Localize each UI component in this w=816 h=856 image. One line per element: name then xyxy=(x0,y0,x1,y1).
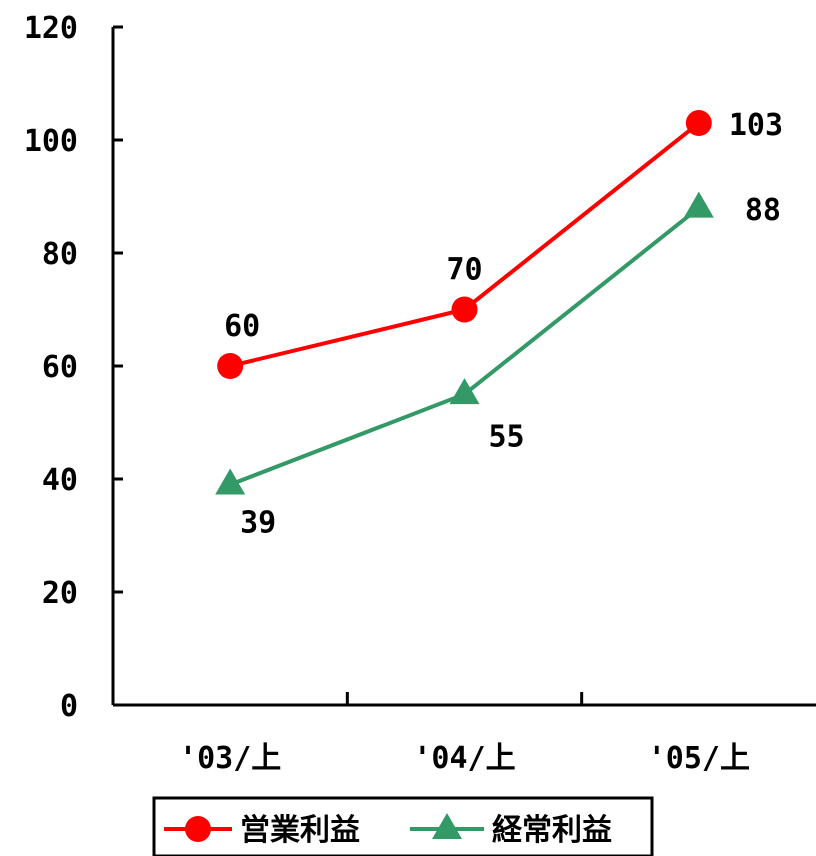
legend-label-2: 経常利益 xyxy=(492,813,612,848)
series-2: 39 55 88 xyxy=(215,191,781,541)
data-label: 39 xyxy=(240,506,276,541)
data-point-circle xyxy=(217,353,244,379)
legend-label-1: 営業利益 xyxy=(240,813,360,848)
y-tick-label: 40 xyxy=(42,463,78,498)
series-1: 60 70 103 xyxy=(217,108,783,379)
x-tick-label: '05/上 xyxy=(648,741,750,776)
data-label: 88 xyxy=(745,193,781,228)
series-group: 60 70 103 39 55 88 xyxy=(215,108,783,541)
data-label: 103 xyxy=(729,108,783,143)
y-tick-label: 80 xyxy=(42,237,78,272)
legend-marker-triangle xyxy=(432,813,462,839)
y-tick-label: 20 xyxy=(42,576,78,611)
x-axis-ticks: '03/上 '04/上 '05/上 xyxy=(179,692,750,776)
legend-box xyxy=(152,796,654,856)
data-point-triangle xyxy=(683,191,714,218)
series-line xyxy=(229,121,701,368)
data-point-triangle xyxy=(449,378,480,405)
legend-marker-circle xyxy=(185,816,211,842)
data-point-triangle xyxy=(215,468,246,495)
data-point-circle xyxy=(451,296,478,323)
y-axis-ticks: 0 20 40 60 80 100 120 xyxy=(24,11,123,724)
y-tick-label: 60 xyxy=(42,350,78,385)
data-label: 60 xyxy=(224,309,260,344)
x-tick-label: '03/上 xyxy=(179,741,281,776)
series-line xyxy=(229,206,701,487)
y-tick-label: 0 xyxy=(60,689,78,724)
legend: 営業利益 経常利益 xyxy=(152,796,654,856)
y-tick-label: 120 xyxy=(24,11,78,46)
data-label: 55 xyxy=(488,419,524,454)
x-tick-label: '04/上 xyxy=(413,741,515,776)
data-label: 70 xyxy=(446,253,482,288)
y-tick-label: 100 xyxy=(24,124,78,159)
data-point-circle xyxy=(685,110,712,137)
